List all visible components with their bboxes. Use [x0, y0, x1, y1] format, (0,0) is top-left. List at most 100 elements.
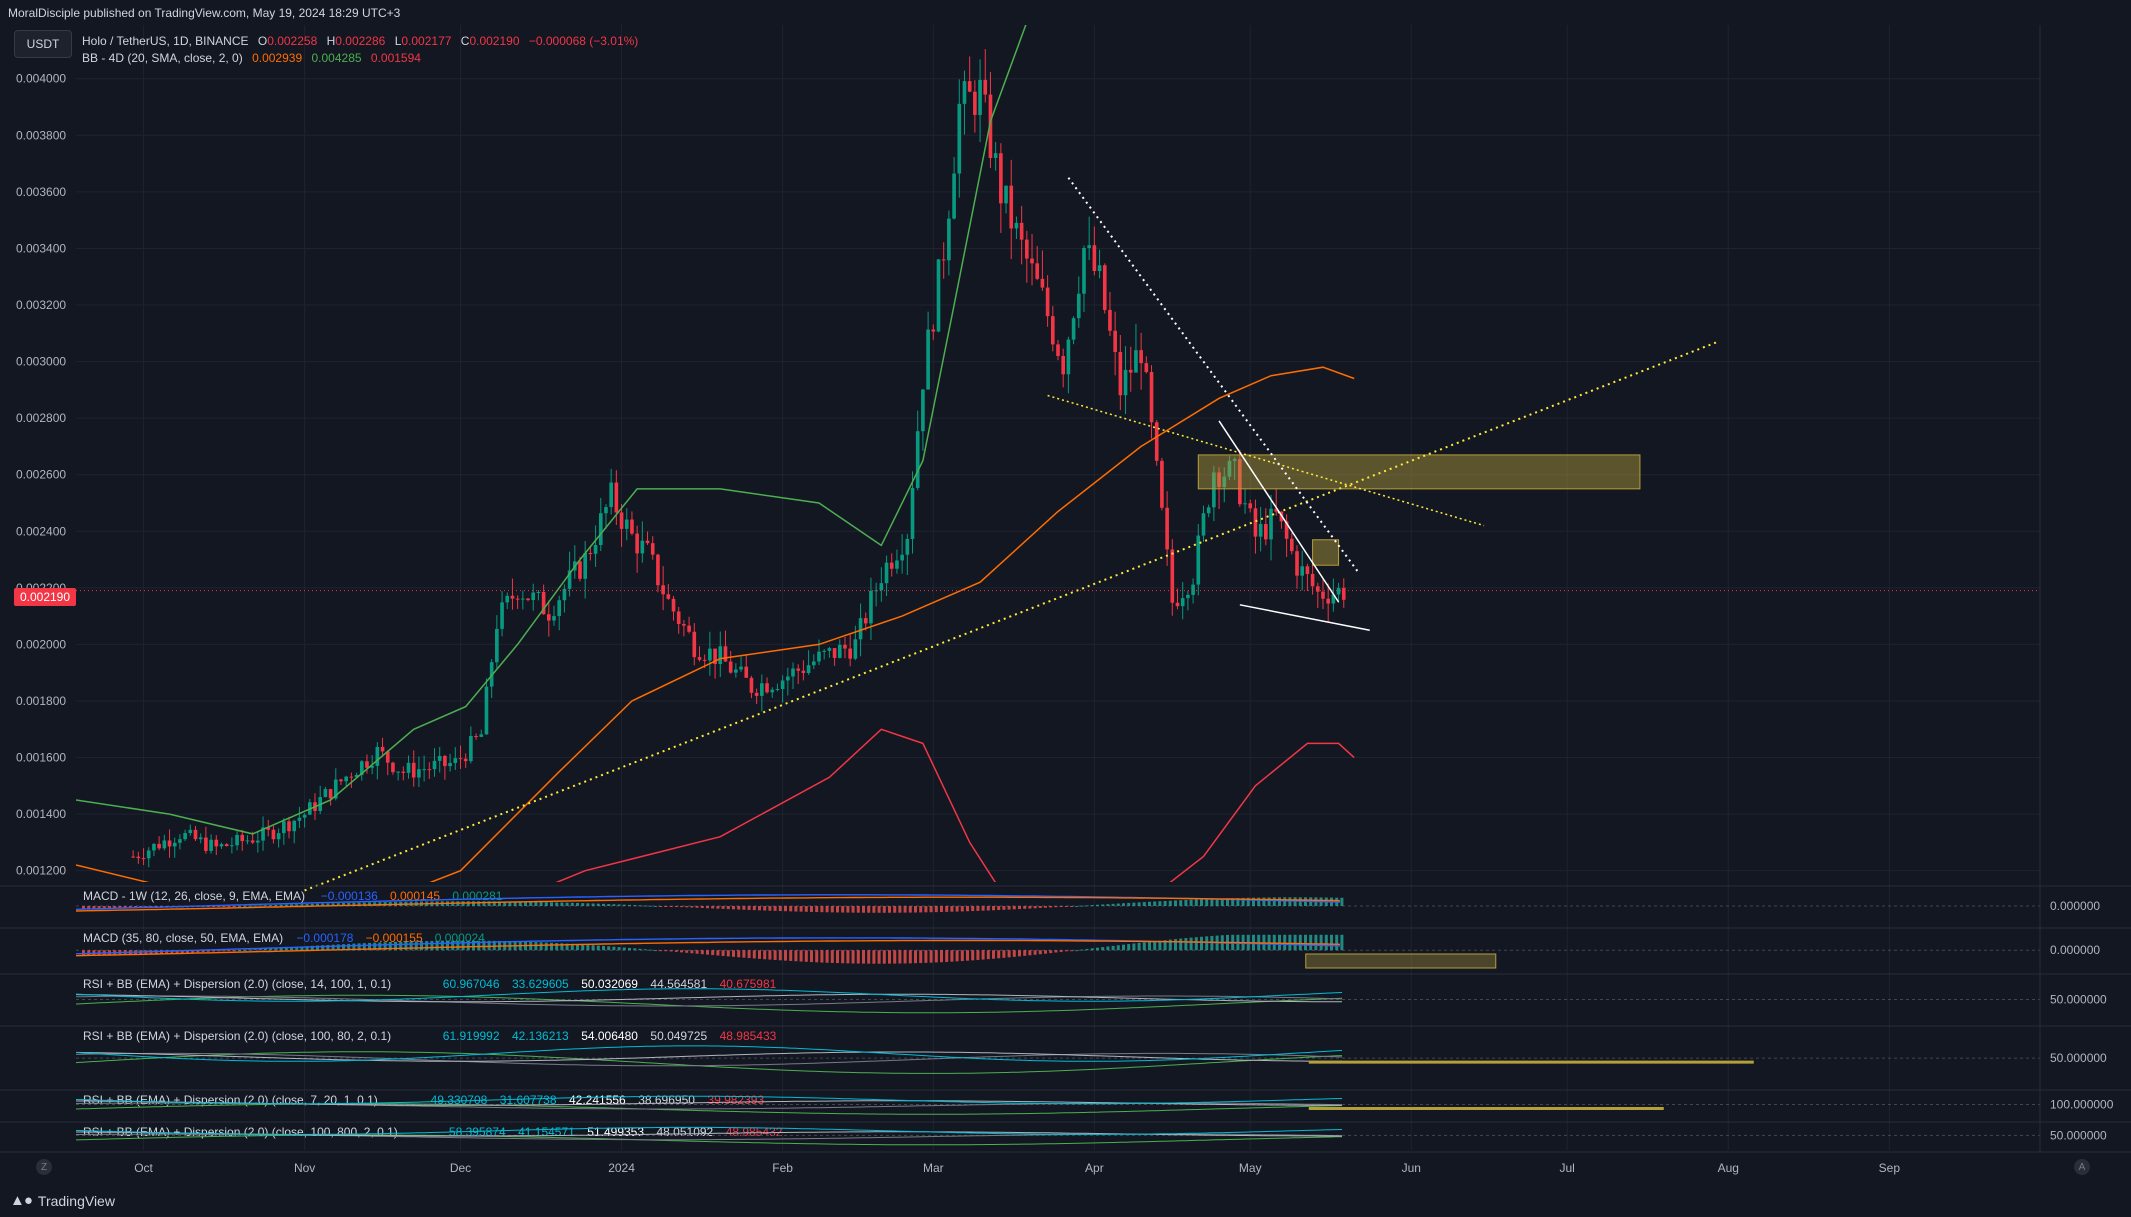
macd-histogram-bar: [846, 950, 850, 964]
macd-histogram-bar: [1262, 897, 1266, 906]
macd-histogram-bar: [841, 950, 845, 964]
macd-histogram-bar: [893, 950, 897, 964]
macd-histogram-bar: [591, 945, 595, 951]
candle-body: [370, 765, 374, 768]
rsi-line: [75, 1051, 1343, 1074]
tradingview-brand[interactable]: ▲● TradingView: [10, 1192, 115, 1209]
macd-histogram-bar: [695, 906, 699, 908]
bb-basis-value: 0.002939: [252, 51, 303, 65]
candle-body: [650, 543, 655, 555]
macd-histogram-bar: [784, 950, 787, 961]
candle-body: [1284, 521, 1289, 539]
macd-histogram-bar: [856, 950, 860, 964]
macd-histogram-bar: [170, 950, 174, 954]
x-tick-label: Sep: [1879, 1161, 1901, 1175]
candle-body: [624, 519, 629, 529]
macd-histogram-bar: [222, 906, 226, 907]
pane-value: 61.919992: [443, 1029, 500, 1043]
macd-histogram-bar: [565, 943, 569, 951]
macd-histogram-bar: [368, 942, 371, 951]
macd-histogram-bar: [893, 906, 897, 913]
macd-histogram-bar: [1163, 900, 1167, 906]
candle-body: [801, 670, 806, 674]
macd-histogram-bar: [1304, 934, 1307, 951]
macd-histogram-bar: [394, 941, 397, 951]
candle-body: [261, 827, 265, 841]
macd-histogram-bar: [929, 950, 933, 963]
macd-histogram-bar: [305, 946, 309, 951]
candle-body: [931, 329, 936, 332]
zoom-z-button[interactable]: Z: [36, 1159, 52, 1175]
macd-histogram-bar: [321, 945, 325, 951]
bb-upper-line: [76, 25, 1027, 835]
macd-histogram-bar: [576, 944, 579, 951]
macd-histogram-bar: [1007, 906, 1011, 910]
macd-histogram-bar: [1330, 934, 1333, 951]
macd-histogram-bar: [206, 906, 210, 907]
macd-histogram-bar: [700, 906, 704, 908]
candle-body: [973, 91, 977, 115]
macd-histogram-bar: [1153, 901, 1157, 906]
macd-histogram-bar: [981, 906, 985, 911]
macd-histogram-bar: [836, 950, 839, 964]
macd-histogram-bar: [1106, 946, 1110, 951]
macd-histogram-bar: [607, 946, 611, 951]
macd-histogram-bar: [524, 901, 527, 906]
macd-histogram-bar: [799, 950, 803, 962]
pane-scale-label: 0.000000: [2050, 899, 2100, 913]
macd-histogram-bar: [680, 950, 683, 953]
macd-histogram-bar: [253, 905, 257, 907]
brand-name: TradingView: [37, 1192, 115, 1209]
candle-body: [204, 837, 208, 851]
macd-histogram-bar: [492, 940, 496, 951]
macd-histogram-bar: [82, 906, 85, 909]
x-tick-label: Mar: [923, 1161, 944, 1175]
macd-histogram-bar: [1189, 937, 1193, 951]
macd-histogram-bar: [565, 902, 569, 906]
currency-button[interactable]: USDT: [14, 30, 72, 58]
main-plot: [76, 25, 1355, 882]
macd-histogram-bar: [269, 905, 273, 907]
macd-histogram-bar: [648, 949, 652, 951]
macd-histogram-bar: [1064, 906, 1068, 907]
macd-histogram-bar: [1148, 941, 1151, 951]
candle-body: [827, 648, 832, 651]
macd-histogram-bar: [342, 944, 345, 951]
macd-histogram-bar: [1246, 897, 1250, 906]
macd-histogram-bar: [1319, 934, 1323, 951]
macd-histogram-bar: [1002, 906, 1006, 910]
macd-histogram-bar: [633, 905, 637, 907]
high-value: 0.002286: [335, 34, 386, 48]
candle-body: [1149, 372, 1154, 423]
candle-body: [1082, 247, 1086, 294]
macd-histogram-bar: [773, 950, 777, 960]
macd-histogram-bar: [768, 950, 772, 960]
macd-histogram-bar: [347, 943, 351, 951]
candle-body: [411, 762, 416, 778]
macd-histogram-bar: [1080, 905, 1084, 907]
candle-body: [1056, 344, 1060, 357]
macd-histogram-bar: [544, 902, 548, 906]
macd-histogram-bar: [617, 904, 621, 906]
candle-body: [479, 734, 484, 737]
signal-line: [75, 939, 1341, 957]
macd-histogram-bar: [217, 950, 221, 952]
candle-body: [1030, 258, 1034, 264]
candle-body: [962, 81, 967, 104]
macd-histogram-bar: [555, 902, 559, 906]
macd-histogram-bar: [1038, 906, 1042, 909]
candle-body: [1253, 508, 1258, 537]
pane-value: 54.006480: [581, 1029, 638, 1043]
auto-scale-button[interactable]: A: [2074, 1159, 2090, 1175]
macd-histogram-bar: [378, 942, 382, 951]
macd-histogram-bar: [799, 906, 803, 912]
macd-histogram-bar: [778, 906, 782, 912]
candle-body: [427, 769, 432, 771]
x-tick-label: Feb: [772, 1161, 793, 1175]
pane-label: RSI + BB (EMA) + Dispersion (2.0) (close…: [83, 977, 391, 991]
macd-histogram-bar: [560, 902, 564, 906]
macd-histogram-bar: [1158, 901, 1162, 906]
macd-histogram-bar: [264, 905, 267, 907]
macd-histogram-bar: [659, 950, 663, 952]
